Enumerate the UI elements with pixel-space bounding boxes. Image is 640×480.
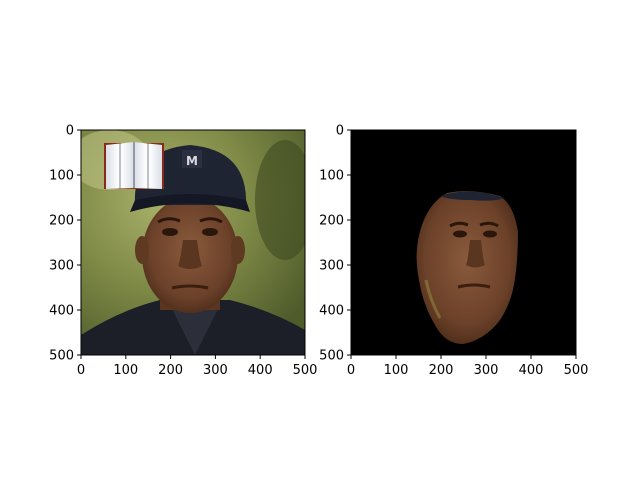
right-y-tick-label: 100 (319, 169, 344, 184)
left-y-tick-label: 400 (49, 304, 74, 319)
right-x-tick-label: 400 (519, 363, 544, 378)
right-y-tick-label: 300 (319, 259, 344, 274)
open-book-icon (104, 142, 164, 189)
portrait-image: M (81, 130, 305, 355)
right-x-tick-label: 0 (347, 363, 355, 378)
right-y-tick-label: 0 (336, 124, 344, 139)
mask-image (351, 130, 576, 355)
right-y-tick-label: 400 (319, 304, 344, 319)
svg-text:M: M (186, 154, 198, 168)
left-y-tick-label: 300 (49, 259, 74, 274)
left-x-tick-label: 300 (203, 363, 228, 378)
right-y-tick-label: 200 (319, 214, 344, 229)
left-y-tick-label: 500 (49, 349, 74, 364)
left-x-tick-label: 500 (293, 363, 318, 378)
left-x-tick-label: 400 (248, 363, 273, 378)
right-x-tick-label: 300 (474, 363, 499, 378)
left-axes-frame (80, 129, 306, 356)
left-x-tick-label: 0 (77, 363, 85, 378)
right-axes-frame (350, 129, 577, 356)
left-y-tick-label: 0 (66, 124, 74, 139)
right-x-tick-label: 100 (384, 363, 409, 378)
left-y-tick-label: 100 (49, 169, 74, 184)
left-x-tick-label: 200 (158, 363, 183, 378)
left-y-tick-label: 200 (49, 214, 74, 229)
left-x-tick-label: 100 (113, 363, 138, 378)
right-y-tick-label: 500 (319, 349, 344, 364)
right-x-tick-label: 500 (564, 363, 589, 378)
right-x-tick-label: 200 (429, 363, 454, 378)
